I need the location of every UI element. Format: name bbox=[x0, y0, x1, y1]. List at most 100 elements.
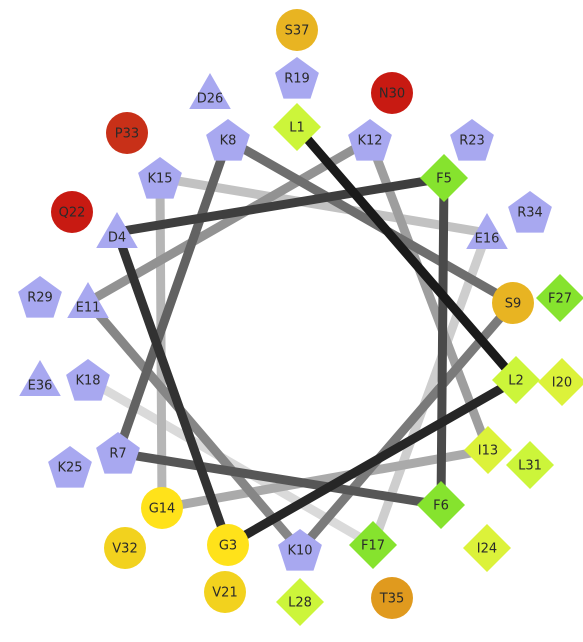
residue-k15: K15 bbox=[138, 157, 182, 199]
residue-label: R7 bbox=[109, 447, 126, 462]
connector-r7-k8 bbox=[112, 134, 234, 459]
residue-label: F5 bbox=[436, 172, 452, 187]
residue-r7: R7 bbox=[96, 432, 140, 474]
residue-e16: E16 bbox=[466, 213, 508, 249]
residue-diamond-marker bbox=[273, 103, 321, 151]
residue-l28: L28 bbox=[276, 578, 324, 626]
residue-circle-marker bbox=[204, 571, 246, 613]
residue-r29: R29 bbox=[18, 276, 62, 318]
residue-s9: S9 bbox=[492, 282, 534, 324]
residue-k8: K8 bbox=[206, 119, 250, 161]
residue-f27: F27 bbox=[536, 274, 583, 322]
residue-label: G3 bbox=[219, 539, 237, 554]
residue-k12: K12 bbox=[348, 119, 392, 161]
residue-label: K18 bbox=[75, 374, 100, 389]
residue-diamond-marker bbox=[506, 441, 554, 489]
connector-f6-r7 bbox=[112, 447, 447, 511]
residue-pentagon-marker bbox=[96, 432, 140, 474]
residue-label: L31 bbox=[518, 459, 542, 474]
connector-l2-g3 bbox=[221, 373, 523, 552]
residue-pentagon-marker bbox=[450, 119, 494, 161]
residue-circle-marker bbox=[141, 487, 183, 529]
residue-r19: R19 bbox=[275, 57, 319, 99]
residue-pentagon-marker bbox=[508, 191, 552, 233]
residue-pentagon-marker bbox=[278, 529, 322, 571]
residue-i20: I20 bbox=[538, 358, 583, 406]
residue-label: Q22 bbox=[59, 206, 86, 221]
residue-pentagon-marker bbox=[206, 119, 250, 161]
residue-label: L28 bbox=[288, 596, 312, 611]
residue-label: V21 bbox=[212, 586, 237, 601]
residue-label: R19 bbox=[284, 72, 310, 87]
residue-circle-marker bbox=[371, 577, 413, 619]
residue-label: I24 bbox=[477, 542, 497, 557]
residue-label: G14 bbox=[149, 502, 176, 517]
residue-label: I20 bbox=[552, 376, 572, 391]
residue-circle-marker bbox=[492, 282, 534, 324]
residue-t35: T35 bbox=[371, 577, 413, 619]
residue-circle-marker bbox=[51, 191, 93, 233]
connector-d4-f5 bbox=[111, 172, 450, 238]
residue-diamond-marker bbox=[536, 274, 583, 322]
residue-label: S9 bbox=[505, 297, 522, 312]
residue-label: E36 bbox=[28, 379, 53, 394]
residue-diamond-marker bbox=[492, 356, 540, 404]
residue-diamond-marker bbox=[463, 524, 511, 572]
connector-s9-k10 bbox=[293, 296, 520, 557]
residue-label: F17 bbox=[361, 539, 385, 554]
residue-pentagon-marker bbox=[138, 157, 182, 199]
residue-label: I13 bbox=[478, 444, 498, 459]
residue-label: D4 bbox=[108, 231, 126, 246]
residue-label: L2 bbox=[508, 374, 524, 389]
residue-e36: E36 bbox=[19, 360, 61, 396]
residue-g3: G3 bbox=[207, 524, 249, 566]
residue-label: R34 bbox=[517, 206, 543, 221]
residue-label: F27 bbox=[548, 292, 572, 307]
residue-k18: K18 bbox=[66, 359, 110, 401]
residue-label: K10 bbox=[287, 544, 312, 559]
residue-label: N30 bbox=[379, 87, 405, 102]
residue-s37: S37 bbox=[276, 9, 318, 51]
residue-label: K15 bbox=[147, 172, 172, 187]
residue-i13: I13 bbox=[464, 426, 512, 474]
residue-f6: F6 bbox=[417, 481, 465, 529]
residue-pentagon-marker bbox=[275, 57, 319, 99]
connector-f5-f6 bbox=[436, 173, 449, 510]
residue-diamond-marker bbox=[276, 578, 324, 626]
residue-pentagon-marker bbox=[18, 276, 62, 318]
residue-k25: K25 bbox=[48, 446, 92, 488]
residue-circle-marker bbox=[207, 524, 249, 566]
residue-r23: R23 bbox=[450, 119, 494, 161]
residue-pentagon-marker bbox=[48, 446, 92, 488]
residue-label: S37 bbox=[285, 24, 310, 39]
residue-label: R29 bbox=[27, 291, 53, 306]
residue-label: V32 bbox=[112, 542, 137, 557]
residue-label: E11 bbox=[76, 301, 101, 316]
residue-label: K12 bbox=[357, 134, 382, 149]
residue-p33: P33 bbox=[106, 112, 148, 154]
residue-label: E16 bbox=[475, 232, 500, 247]
residue-pentagon-marker bbox=[348, 119, 392, 161]
residue-label: F6 bbox=[433, 499, 449, 514]
residue-r34: R34 bbox=[508, 191, 552, 233]
residue-i24: I24 bbox=[463, 524, 511, 572]
residue-f5: F5 bbox=[420, 154, 468, 202]
residue-k10: K10 bbox=[278, 529, 322, 571]
connector-g3-d4 bbox=[111, 226, 234, 551]
residue-pentagon-marker bbox=[66, 359, 110, 401]
residue-label: P33 bbox=[115, 127, 139, 142]
residue-circle-marker bbox=[104, 527, 146, 569]
residue-q22: Q22 bbox=[51, 191, 93, 233]
connector-k12-i13 bbox=[364, 134, 494, 456]
residue-triangle-marker bbox=[466, 213, 508, 249]
residue-l2: L2 bbox=[492, 356, 540, 404]
residue-diamond-marker bbox=[538, 358, 583, 406]
residue-d26: D26 bbox=[189, 73, 231, 109]
residue-label: R23 bbox=[459, 134, 485, 149]
residue-n30: N30 bbox=[371, 72, 413, 114]
residue-circle-marker bbox=[371, 72, 413, 114]
residue-f17: F17 bbox=[349, 521, 397, 569]
residue-triangle-marker bbox=[67, 282, 109, 318]
residue-e11: E11 bbox=[67, 282, 109, 318]
